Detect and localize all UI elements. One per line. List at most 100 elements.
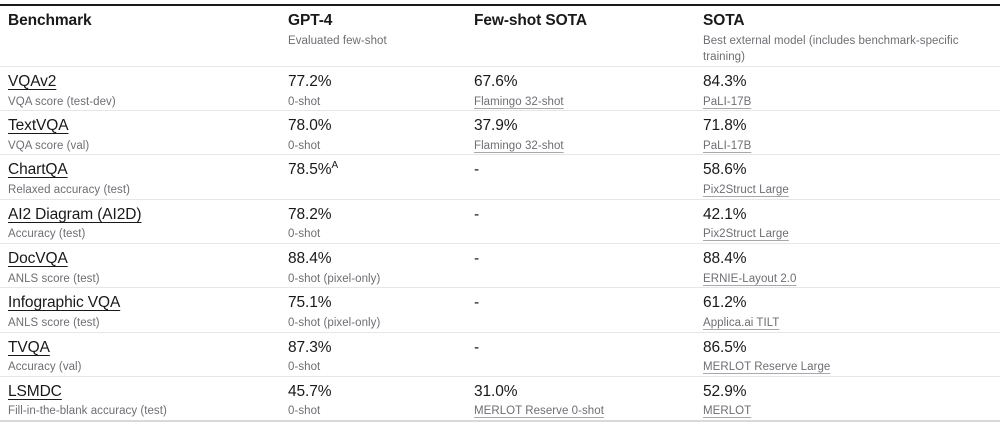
- column-header-sota: SOTA: [703, 12, 745, 29]
- gpt4-cell: 75.1% 0-shot (pixel-only): [288, 288, 474, 331]
- gpt4-cell: 78.2% 0-shot: [288, 200, 474, 243]
- fewshot-sota-cell: -: [474, 333, 703, 376]
- fewshot-sota-score: 37.9%: [474, 117, 518, 135]
- sota-score: 61.2%: [703, 294, 747, 312]
- column-header-gpt4: GPT-4: [288, 12, 333, 29]
- header-cell-sota: SOTA Best external model (includes bench…: [703, 6, 1000, 66]
- sota-cell: 71.8% PaLI-17B: [703, 111, 1000, 154]
- benchmark-cell: DocVQA ANLS score (test): [8, 244, 288, 287]
- benchmark-metric: ANLS score (test): [8, 272, 100, 285]
- fewshot-sota-score: 31.0%: [474, 382, 518, 400]
- table-row: TextVQA VQA score (val) 78.0% 0-shot 37.…: [0, 111, 1000, 156]
- table-row: TVQA Accuracy (val) 87.3% 0-shot - 86.5%…: [0, 333, 1000, 377]
- header-cell-fewshot-sota: Few-shot SOTA: [474, 6, 703, 66]
- sota-score: 88.4%: [703, 250, 747, 267]
- gpt4-shot-note: 0-shot (pixel-only): [288, 272, 381, 285]
- sota-model-link[interactable]: ERNIE-Layout 2.0: [703, 272, 797, 285]
- gpt4-shot-note: 0-shot: [288, 95, 321, 108]
- fewshot-sota-score: -: [474, 205, 480, 223]
- sota-model-link[interactable]: Pix2Struct Large: [703, 184, 789, 197]
- fewshot-sota-model-link[interactable]: Flamingo 32-shot: [474, 95, 564, 108]
- benchmark-link[interactable]: ChartQA: [8, 161, 68, 179]
- gpt4-score: 77.2%: [288, 72, 332, 90]
- footnote-marker: A: [331, 160, 339, 172]
- sota-model-link[interactable]: PaLI-17B: [703, 95, 752, 108]
- benchmark-metric: Accuracy (test): [8, 228, 86, 241]
- benchmark-metric: VQA score (test-dev): [8, 95, 116, 108]
- benchmark-metric: Relaxed accuracy (test): [8, 184, 130, 197]
- table-row: VQAv2 VQA score (test-dev) 77.2% 0-shot …: [0, 67, 1000, 112]
- sota-model-link[interactable]: Applica.ai TILT: [703, 316, 780, 329]
- benchmark-cell: LSMDC Fill-in-the-blank accuracy (test): [8, 377, 288, 420]
- sota-cell: 58.6% Pix2Struct Large: [703, 155, 1000, 198]
- benchmark-metric: ANLS score (test): [8, 316, 100, 329]
- fewshot-sota-model-link[interactable]: MERLOT Reserve 0-shot: [474, 405, 604, 418]
- gpt4-score: 78.2%: [288, 205, 332, 223]
- gpt4-score: 88.4%: [288, 250, 332, 267]
- table-row: ChartQA Relaxed accuracy (test) 78.5%A -…: [0, 155, 1000, 200]
- gpt4-cell: 87.3% 0-shot: [288, 333, 474, 376]
- benchmark-cell: TextVQA VQA score (val): [8, 111, 288, 154]
- fewshot-sota-score: -: [474, 161, 480, 179]
- table-row: Infographic VQA ANLS score (test) 75.1% …: [0, 288, 1000, 333]
- gpt4-cell: 88.4% 0-shot (pixel-only): [288, 244, 474, 287]
- gpt4-cell: 78.0% 0-shot: [288, 111, 474, 154]
- benchmark-cell: Infographic VQA ANLS score (test): [8, 288, 288, 331]
- sota-cell: 88.4% ERNIE-Layout 2.0: [703, 244, 1000, 287]
- sota-model-link[interactable]: MERLOT: [703, 405, 752, 418]
- benchmark-link[interactable]: TVQA: [8, 338, 50, 356]
- benchmark-metric: Accuracy (val): [8, 361, 82, 374]
- column-subheader-sota: Best external model (includes benchmark-…: [703, 34, 959, 64]
- header-cell-benchmark: Benchmark: [8, 6, 288, 66]
- benchmark-link[interactable]: LSMDC: [8, 382, 62, 400]
- gpt4-cell: 45.7% 0-shot: [288, 377, 474, 420]
- table-header-row: Benchmark GPT-4 Evaluated few-shot Few-s…: [0, 6, 1000, 67]
- sota-score: 84.3%: [703, 72, 747, 90]
- sota-cell: 86.5% MERLOT Reserve Large: [703, 333, 1000, 376]
- sota-score: 86.5%: [703, 338, 747, 356]
- benchmark-link[interactable]: TextVQA: [8, 117, 69, 135]
- fewshot-sota-cell: -: [474, 200, 703, 243]
- benchmark-cell: AI2 Diagram (AI2D) Accuracy (test): [8, 200, 288, 243]
- gpt4-shot-note: 0-shot: [288, 139, 321, 152]
- sota-cell: 84.3% PaLI-17B: [703, 67, 1000, 110]
- column-header-fewshot-sota: Few-shot SOTA: [474, 12, 587, 29]
- sota-cell: 42.1% Pix2Struct Large: [703, 200, 1000, 243]
- benchmark-link[interactable]: VQAv2: [8, 72, 57, 90]
- table-row: LSMDC Fill-in-the-blank accuracy (test) …: [0, 377, 1000, 420]
- fewshot-sota-score: 67.6%: [474, 72, 518, 90]
- gpt4-score: 87.3%: [288, 338, 332, 356]
- benchmark-cell: TVQA Accuracy (val): [8, 333, 288, 376]
- benchmark-cell: ChartQA Relaxed accuracy (test): [8, 155, 288, 198]
- sota-model-link[interactable]: MERLOT Reserve Large: [703, 361, 831, 374]
- gpt4-cell: 78.5%A: [288, 155, 474, 198]
- sota-cell: 52.9% MERLOT: [703, 377, 1000, 420]
- sota-score: 58.6%: [703, 161, 747, 179]
- benchmark-table: Benchmark GPT-4 Evaluated few-shot Few-s…: [0, 4, 1000, 422]
- sota-model-link[interactable]: PaLI-17B: [703, 139, 752, 152]
- fewshot-sota-score: -: [474, 338, 480, 356]
- sota-cell: 61.2% Applica.ai TILT: [703, 288, 1000, 331]
- fewshot-sota-model-link[interactable]: Flamingo 32-shot: [474, 139, 564, 152]
- gpt4-cell: 77.2% 0-shot: [288, 67, 474, 110]
- gpt4-score: 78.0%: [288, 117, 332, 135]
- gpt4-shot-note: 0-shot (pixel-only): [288, 316, 381, 329]
- sota-model-link[interactable]: Pix2Struct Large: [703, 228, 789, 241]
- benchmark-metric: VQA score (val): [8, 139, 90, 152]
- table-body: VQAv2 VQA score (test-dev) 77.2% 0-shot …: [0, 67, 1000, 420]
- benchmark-link[interactable]: DocVQA: [8, 250, 68, 267]
- benchmark-link[interactable]: AI2 Diagram (AI2D): [8, 205, 142, 223]
- fewshot-sota-score: -: [474, 294, 480, 312]
- gpt4-shot-note: 0-shot: [288, 361, 321, 374]
- fewshot-sota-cell: 67.6% Flamingo 32-shot: [474, 67, 703, 110]
- gpt4-shot-note: 0-shot: [288, 228, 321, 241]
- gpt4-score: 78.5%A: [288, 160, 339, 179]
- column-header-benchmark: Benchmark: [8, 12, 92, 29]
- benchmark-cell: VQAv2 VQA score (test-dev): [8, 67, 288, 110]
- fewshot-sota-cell: -: [474, 155, 703, 198]
- fewshot-sota-cell: 37.9% Flamingo 32-shot: [474, 111, 703, 154]
- benchmark-metric: Fill-in-the-blank accuracy (test): [8, 405, 167, 418]
- fewshot-sota-cell: -: [474, 288, 703, 331]
- header-cell-gpt4: GPT-4 Evaluated few-shot: [288, 6, 474, 66]
- benchmark-link[interactable]: Infographic VQA: [8, 294, 121, 312]
